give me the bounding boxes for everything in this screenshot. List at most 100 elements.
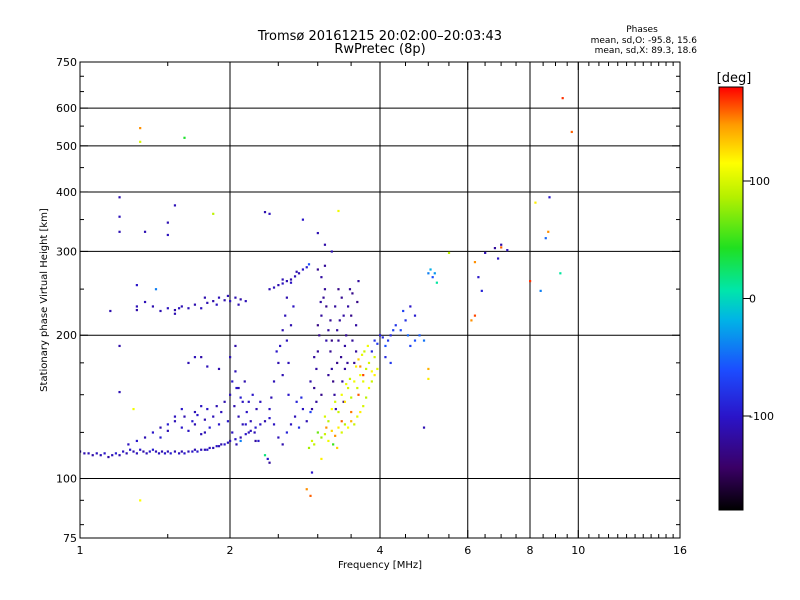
data-point (559, 272, 562, 275)
data-point (243, 380, 246, 383)
data-point (239, 396, 242, 399)
data-point (212, 415, 215, 418)
data-point (208, 446, 211, 450)
data-point (159, 309, 162, 313)
data-point (318, 334, 321, 337)
data-point (235, 386, 238, 390)
data-point (183, 136, 186, 139)
data-point (229, 300, 232, 303)
data-point (281, 374, 284, 377)
data-point (325, 339, 328, 342)
data-point (473, 314, 477, 317)
data-point (114, 452, 118, 455)
data-point (325, 426, 328, 429)
data-point (376, 367, 379, 371)
data-point (289, 324, 293, 327)
data-point (259, 400, 262, 403)
data-point (145, 452, 148, 455)
data-point (272, 286, 276, 289)
data-point (287, 393, 290, 396)
data-point (359, 410, 362, 414)
legend-line-o: mean, sd,O: -95.8, 15.6 (591, 36, 698, 46)
data-point (366, 344, 369, 348)
data-point (180, 450, 183, 453)
data-point (301, 268, 305, 271)
data-point (340, 296, 343, 299)
data-point (330, 367, 333, 371)
data-point (118, 215, 121, 218)
y-tick-label: 500 (56, 140, 77, 153)
data-point (359, 365, 362, 368)
data-point (370, 380, 373, 383)
data-point (163, 452, 167, 455)
data-point (83, 452, 86, 455)
data-point (327, 420, 330, 423)
data-point (323, 415, 327, 418)
data-point (229, 393, 232, 396)
data-point (379, 334, 382, 337)
data-point (245, 410, 248, 414)
data-point (346, 305, 350, 308)
data-point (220, 443, 223, 446)
data-point (350, 410, 353, 414)
data-point (289, 423, 293, 426)
data-point (187, 361, 190, 365)
data-point (193, 303, 197, 306)
data-point (239, 436, 242, 439)
colorbar-label: [deg] (717, 71, 752, 86)
data-point (249, 429, 252, 432)
data-point (341, 380, 344, 383)
data-point (338, 319, 341, 322)
data-point (356, 386, 359, 390)
data-point (336, 361, 339, 365)
data-point (343, 344, 347, 348)
data-point (132, 407, 135, 411)
data-point (277, 284, 280, 287)
data-point (333, 393, 336, 396)
data-point (193, 410, 197, 414)
data-point (254, 439, 257, 443)
data-point (173, 415, 177, 418)
data-point (249, 420, 252, 423)
data-point (139, 140, 142, 143)
data-point (118, 454, 121, 457)
data-point (196, 413, 199, 417)
data-point (80, 450, 82, 453)
data-point (220, 410, 223, 414)
data-point (237, 415, 240, 418)
data-point (135, 452, 138, 455)
data-point (157, 452, 161, 455)
data-point (99, 454, 102, 457)
legend-title: Phases (626, 25, 658, 35)
data-point (127, 443, 130, 446)
data-point (268, 417, 271, 420)
colorbar-gradient (719, 87, 743, 510)
data-point (285, 280, 288, 283)
data-point (305, 488, 308, 491)
data-point (313, 443, 316, 446)
data-point (129, 448, 132, 451)
data-point (151, 431, 155, 434)
data-point (313, 386, 316, 390)
data-point (173, 308, 177, 312)
x-axis-label: Frequency [MHz] (338, 560, 422, 571)
data-point (255, 407, 258, 411)
x-tick-label: 10 (571, 544, 585, 557)
data-point (360, 353, 364, 356)
grid-lines (80, 62, 680, 538)
data-point (254, 426, 257, 429)
data-point (200, 448, 203, 451)
data-point (362, 405, 365, 408)
data-point (217, 445, 221, 448)
data-point (270, 396, 273, 399)
data-point (196, 450, 199, 453)
data-point (323, 288, 327, 291)
data-point (135, 305, 138, 308)
data-point (500, 246, 503, 249)
data-point (332, 443, 335, 446)
data-point (223, 443, 226, 446)
data-point (215, 445, 218, 448)
data-point (359, 374, 362, 377)
data-point (193, 356, 197, 359)
data-point (275, 350, 278, 353)
